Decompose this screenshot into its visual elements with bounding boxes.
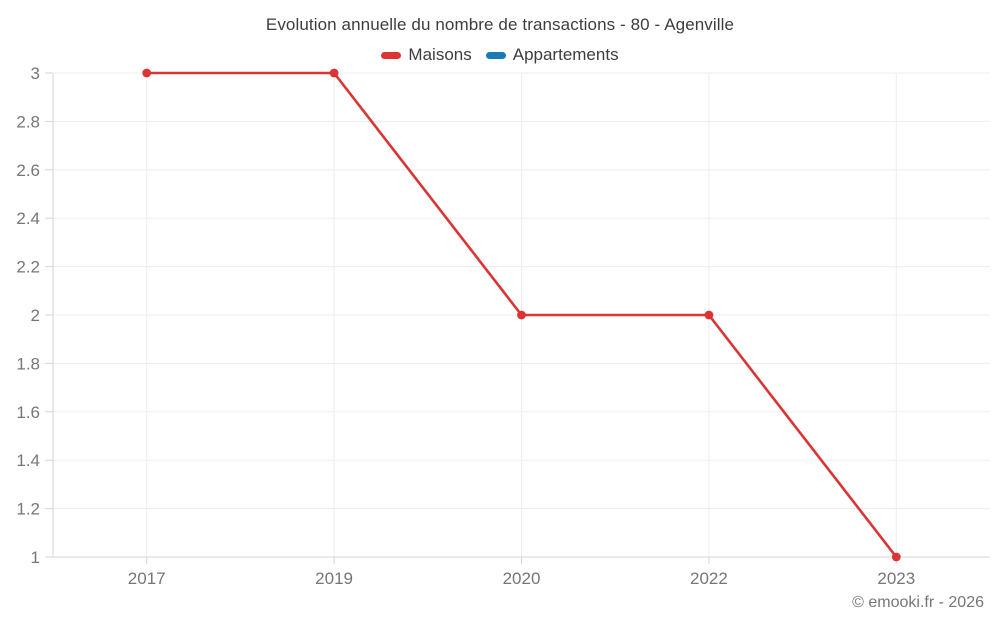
data-point-maisons[interactable] xyxy=(329,68,339,78)
y-axis-tick-label: 3 xyxy=(31,64,40,83)
x-axis-tick-label: 2022 xyxy=(690,569,728,588)
legend-item-appartements[interactable]: Appartements xyxy=(485,45,619,65)
y-axis-tick-label: 2.8 xyxy=(16,112,40,131)
y-axis-tick-label: 2 xyxy=(31,306,40,325)
legend-item-maisons[interactable]: Maisons xyxy=(381,45,472,65)
y-axis-tick-label: 2.4 xyxy=(16,209,40,228)
y-axis-tick-label: 2.6 xyxy=(16,161,40,180)
y-axis-tick-label: 1.8 xyxy=(16,354,40,373)
y-axis-tick-label: 1.4 xyxy=(16,451,40,470)
y-axis-tick-label: 1 xyxy=(31,548,40,567)
x-axis-tick-label: 2017 xyxy=(128,569,166,588)
data-point-maisons[interactable] xyxy=(517,310,526,320)
legend-swatch-appartements-icon xyxy=(485,51,506,59)
x-axis-tick-label: 2019 xyxy=(315,569,353,588)
data-point-maisons[interactable] xyxy=(142,68,152,78)
x-axis-tick-label: 2023 xyxy=(877,569,915,588)
data-point-maisons[interactable] xyxy=(704,310,714,320)
y-axis-tick-label: 2.2 xyxy=(16,258,40,277)
chart-title: Evolution annuelle du nombre de transact… xyxy=(265,15,735,34)
y-axis-tick-label: 1.6 xyxy=(16,403,40,422)
legend-label-maisons: Maisons xyxy=(408,45,472,64)
legend-swatch-maisons-icon xyxy=(381,51,402,59)
y-axis-tick-label: 1.2 xyxy=(16,500,40,519)
chart-legend: Maisons Appartements xyxy=(0,45,1000,65)
x-axis-tick-label: 2020 xyxy=(503,569,541,588)
data-point-maisons[interactable] xyxy=(891,552,901,562)
legend-label-appartements: Appartements xyxy=(512,45,619,64)
copyright-notice: © emooki.fr - 2026 xyxy=(852,594,984,611)
